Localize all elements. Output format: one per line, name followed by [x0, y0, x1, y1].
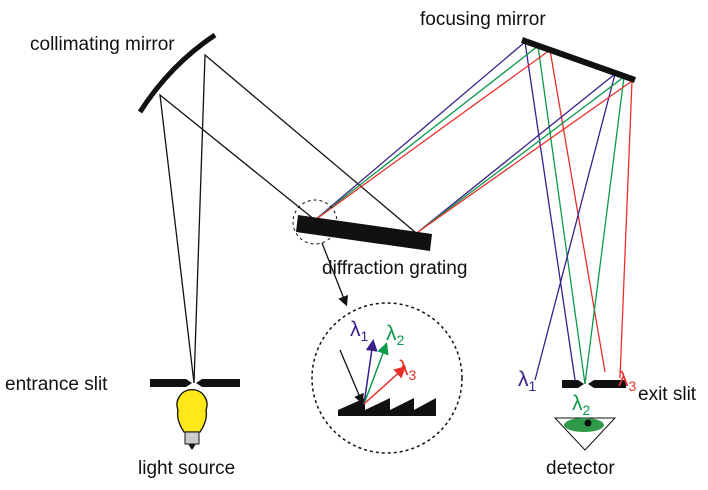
lambda-label: λ3: [618, 368, 637, 394]
label: exit slit: [638, 384, 697, 405]
label: light source: [138, 458, 235, 479]
black-rays: [159, 53, 416, 384]
label: collimating mirror: [30, 34, 175, 55]
label: diffraction grating: [322, 258, 467, 279]
incident-arrow: [339, 349, 364, 405]
lambda2-arrow: [363, 342, 389, 405]
lambda-label: λ2: [572, 392, 591, 418]
lambda-label: λ2: [386, 322, 405, 348]
lambda-label: λ1: [350, 318, 369, 344]
light-bulb: [176, 389, 208, 450]
detector-eye: [553, 417, 617, 451]
inset-circle: [311, 302, 463, 454]
lambda-label: λ3: [398, 357, 417, 383]
grating: [296, 215, 432, 251]
label: focusing mirror: [420, 9, 546, 30]
lambda3-arrow: [363, 365, 407, 405]
label: entrance slit: [5, 374, 108, 395]
lambda1-arrow: [363, 339, 378, 405]
entrance-slit: [150, 379, 240, 387]
label: detector: [546, 458, 615, 479]
collimating-mirror: [137, 32, 217, 114]
zoom-circle: [292, 199, 338, 245]
zoom-arrow: [321, 242, 348, 307]
lambda-label: λ1: [518, 368, 537, 394]
focusing-mirror: [520, 37, 637, 83]
grating-teeth: [338, 398, 436, 416]
exit-slit: [562, 380, 626, 388]
